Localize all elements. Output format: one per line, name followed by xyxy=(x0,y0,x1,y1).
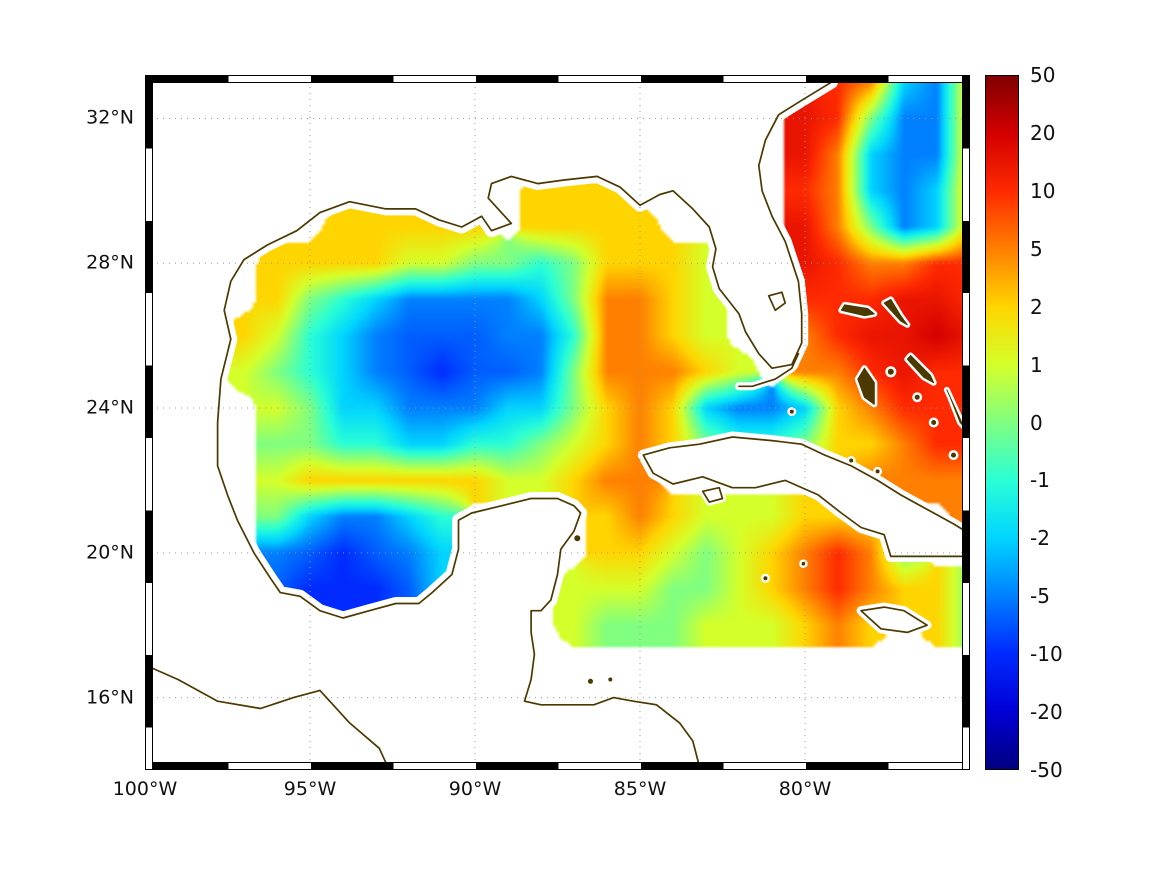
map-plot xyxy=(145,75,970,770)
colorbar-tick-label: 20 xyxy=(1030,120,1056,145)
florida-keys-coastline xyxy=(738,352,800,388)
colorbar-tick-label: 2 xyxy=(1030,294,1043,319)
eleuthera xyxy=(906,355,935,384)
island-dot xyxy=(887,368,894,375)
isla-de-la-juventud-coastline xyxy=(701,486,724,503)
island-dot xyxy=(574,535,581,542)
colorbar-tick-label: 1 xyxy=(1030,352,1043,377)
north-america-mainland-mask xyxy=(145,75,841,770)
andros xyxy=(857,367,875,405)
y-tick-label: 16°N xyxy=(86,686,134,709)
island-dot xyxy=(789,409,794,414)
map-overlay-svg xyxy=(145,75,970,770)
colorbar-tick-label: -1 xyxy=(1030,468,1050,493)
colorbar-tick-label: -10 xyxy=(1030,642,1063,667)
y-tick-label: 24°N xyxy=(86,396,134,419)
colorbar-tick-label: -20 xyxy=(1030,700,1063,725)
colorbar-tick-label: 10 xyxy=(1030,178,1056,203)
island-dot xyxy=(801,561,806,566)
colorbar-tick-label: 0 xyxy=(1030,410,1043,435)
colorbar-tick-label: -50 xyxy=(1030,758,1063,782)
island-dot xyxy=(608,677,613,682)
frame-top xyxy=(145,75,970,83)
island-dot xyxy=(931,420,937,425)
frame-left xyxy=(145,75,153,770)
cuba-coastline xyxy=(642,436,970,558)
frame-bottom xyxy=(145,762,970,770)
island-dot xyxy=(875,469,880,474)
abaco xyxy=(883,298,908,326)
grand-bahama xyxy=(840,304,875,317)
north-america-mainland-coastline xyxy=(145,75,835,770)
colorbar-tick-label: -5 xyxy=(1030,584,1050,609)
y-tick-label: 28°N xyxy=(86,251,134,274)
x-tick-label: 85°W xyxy=(613,778,667,800)
y-tick-label: 20°N xyxy=(86,541,134,564)
x-tick-label: 100°W xyxy=(112,778,178,800)
x-tick-label: 90°W xyxy=(448,778,502,800)
x-tick-label: 95°W xyxy=(283,778,337,800)
island-dot xyxy=(914,394,920,400)
jamaica-coastline xyxy=(860,606,928,634)
cuba-mask xyxy=(637,431,970,562)
island-dot xyxy=(588,678,593,684)
island-dot xyxy=(951,452,956,458)
lake-okeechobee-coastline xyxy=(767,291,787,312)
colorbar-tick-label: -2 xyxy=(1030,526,1050,551)
colorbar xyxy=(985,75,1019,770)
colorbar-tick-label: 50 xyxy=(1030,63,1056,87)
x-tick-label: 80°W xyxy=(778,778,832,800)
island-dot xyxy=(763,576,768,581)
y-tick-label: 32°N xyxy=(86,106,134,129)
island-dot xyxy=(849,458,854,463)
colorbar-tick-label: 5 xyxy=(1030,236,1043,261)
frame-right xyxy=(962,75,970,770)
